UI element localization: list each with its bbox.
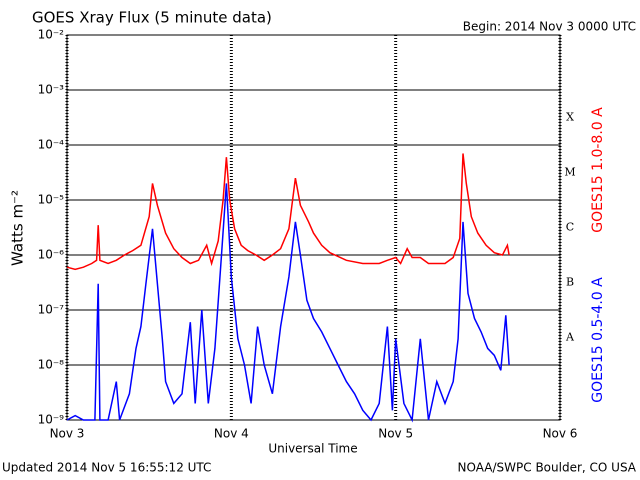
series-line [66, 183, 510, 423]
x-tick-label: Nov 5 [378, 427, 413, 441]
x-tick-label: Nov 6 [543, 427, 578, 441]
y-axis-label: Watts m⁻² [9, 190, 27, 266]
y-tick-label: 10⁻⁹ [38, 413, 65, 427]
flare-class-label: A [565, 331, 575, 344]
footer-left: Updated 2014 Nov 5 16:55:12 UTC [2, 461, 211, 475]
x-tick-label: Nov 3 [50, 427, 85, 441]
y-tick-label: 10⁻⁵ [38, 193, 65, 207]
legend-label: GOES15 0.5-4.0 A [590, 277, 606, 403]
footer-right: NOAA/SWPC Boulder, CO USA [458, 461, 637, 475]
legend-label: GOES15 1.0-8.0 A [590, 107, 606, 233]
y-tick-label: 10⁻⁷ [38, 303, 65, 317]
flare-class-label: M [564, 166, 575, 179]
chart-title: GOES Xray Flux (5 minute data) [32, 9, 272, 27]
plot-frame [66, 34, 561, 421]
y-tick-label: 10⁻⁸ [38, 358, 65, 372]
x-tick-label: Nov 4 [214, 427, 249, 441]
x-axis-label: Universal Time [268, 442, 357, 456]
y-tick-label: 10⁻⁴ [38, 138, 65, 152]
chart-subtitle: Begin: 2014 Nov 3 0000 UTC [463, 20, 636, 34]
y-tick-label: 10⁻² [38, 28, 65, 42]
y-tick-label: 10⁻⁶ [38, 248, 65, 262]
y-tick-label: 10⁻³ [38, 83, 65, 97]
flare-class-label: X [566, 111, 574, 124]
series-line [66, 153, 510, 271]
flare-class-label: B [566, 276, 574, 289]
flare-class-label: C [566, 221, 574, 234]
